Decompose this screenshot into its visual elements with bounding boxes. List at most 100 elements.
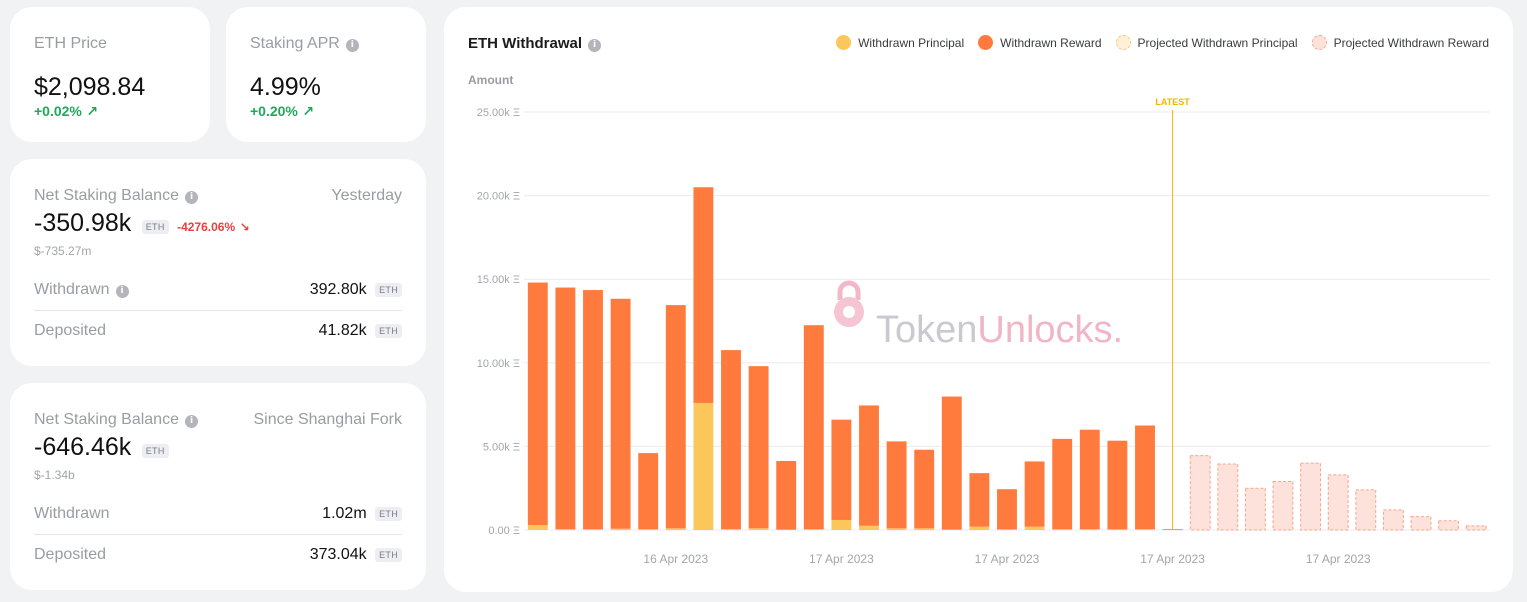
bar-withdrawn-reward[interactable] bbox=[831, 419, 852, 520]
bar-withdrawn-principal[interactable] bbox=[859, 525, 879, 530]
bar-withdrawn-principal[interactable] bbox=[610, 528, 631, 530]
bar-projected-reward[interactable] bbox=[1438, 520, 1460, 531]
bar-withdrawn-reward[interactable] bbox=[1135, 425, 1155, 530]
chart-legend: Withdrawn Principal Withdrawn Reward Pro… bbox=[822, 35, 1489, 50]
bar-projected-reward[interactable] bbox=[1410, 516, 1432, 531]
bar-withdrawn-principal[interactable] bbox=[776, 529, 797, 530]
net-yesterday-usd: $-735.27m bbox=[34, 244, 92, 258]
bar-withdrawn-principal[interactable] bbox=[886, 528, 907, 530]
bar-withdrawn-principal[interactable] bbox=[527, 524, 548, 530]
bar-projected-reward[interactable] bbox=[1355, 489, 1377, 531]
withdrawn-label: Withdrawn bbox=[34, 505, 110, 522]
bar-withdrawn-principal[interactable] bbox=[831, 519, 852, 530]
latest-label: LATEST bbox=[1155, 97, 1190, 107]
bar-withdrawn-reward[interactable] bbox=[1024, 461, 1045, 527]
bar-withdrawn-principal[interactable] bbox=[1052, 529, 1073, 530]
eth-withdrawal-chart-card: ETH Withdrawal i Withdrawn Principal With… bbox=[444, 7, 1513, 592]
net-staking-yesterday-card: Net Staking Balance i Yesterday -350.98k … bbox=[10, 159, 426, 366]
bar-withdrawn-reward[interactable] bbox=[1079, 429, 1100, 530]
eth-price-change-value: +0.02% bbox=[34, 103, 82, 119]
legend-withdrawn-principal[interactable]: Withdrawn Principal bbox=[836, 35, 964, 50]
deposited-label: Deposited bbox=[34, 546, 107, 563]
bar-withdrawn-reward[interactable] bbox=[776, 460, 797, 530]
bar-withdrawn-reward[interactable] bbox=[803, 325, 824, 530]
info-icon[interactable]: i bbox=[115, 285, 129, 298]
info-icon[interactable]: i bbox=[184, 191, 198, 204]
bar-withdrawn-principal[interactable] bbox=[941, 529, 962, 530]
bar-projected-reward[interactable] bbox=[1217, 463, 1239, 531]
bar-withdrawn-reward[interactable] bbox=[941, 396, 962, 530]
bar-withdrawn-reward[interactable] bbox=[969, 473, 990, 527]
y-tick-label: 0.00 Ξ bbox=[488, 525, 520, 537]
row-divider bbox=[34, 534, 402, 535]
bar-projected-reward[interactable] bbox=[1244, 487, 1266, 531]
bar-withdrawn-reward[interactable] bbox=[886, 441, 907, 529]
y-axis-title: Amount bbox=[468, 73, 514, 87]
bar-withdrawn-reward[interactable] bbox=[1052, 438, 1073, 530]
legend-projected-principal[interactable]: Projected Withdrawn Principal bbox=[1115, 35, 1298, 50]
bar-withdrawn-principal[interactable] bbox=[1024, 526, 1045, 530]
bar-projected-reward[interactable] bbox=[1300, 462, 1322, 531]
bar-withdrawn-principal[interactable] bbox=[1135, 529, 1155, 530]
bar-withdrawn-principal[interactable] bbox=[748, 528, 769, 530]
deposited-value: 373.04k bbox=[309, 546, 367, 563]
legend-projected-reward[interactable]: Projected Withdrawn Reward bbox=[1311, 35, 1489, 50]
info-icon[interactable]: i bbox=[345, 39, 359, 52]
staking-apr-change: +0.20% ↗ bbox=[250, 103, 314, 121]
bar-withdrawn-reward[interactable] bbox=[1107, 440, 1128, 530]
x-axis-ticks: 16 Apr 2023 17 Apr 2023 17 Apr 2023 17 Apr … bbox=[643, 552, 1370, 566]
bar-withdrawn-principal[interactable] bbox=[693, 402, 714, 530]
net-shanghai-value-row: -646.46k ETH bbox=[34, 433, 169, 462]
x-tick-label: 17 Apr 2023 bbox=[975, 552, 1040, 566]
bar-withdrawn-principal[interactable] bbox=[997, 529, 1017, 530]
net-yesterday-header: Net Staking Balance i bbox=[34, 187, 198, 205]
bar-projected-reward[interactable] bbox=[1327, 474, 1349, 531]
x-tick-label: 17 Apr 2023 bbox=[1306, 552, 1371, 566]
deposited-value: 41.82k bbox=[318, 322, 367, 339]
bar-withdrawn-principal[interactable] bbox=[555, 529, 576, 530]
bar-withdrawn-principal[interactable] bbox=[969, 526, 990, 530]
bar-withdrawn-principal[interactable] bbox=[583, 529, 603, 530]
info-icon[interactable]: i bbox=[184, 415, 198, 428]
net-yesterday-change: -4276.06% bbox=[177, 220, 236, 234]
bar-withdrawn-reward[interactable] bbox=[638, 453, 659, 530]
legend-withdrawn-reward[interactable]: Withdrawn Reward bbox=[978, 35, 1102, 50]
info-icon[interactable]: i bbox=[588, 39, 602, 52]
bar-withdrawn-principal[interactable] bbox=[665, 528, 686, 530]
x-tick-label: 17 Apr 2023 bbox=[809, 552, 874, 566]
bar-withdrawn-principal[interactable] bbox=[1107, 529, 1128, 530]
bar-projected-reward[interactable] bbox=[1189, 455, 1211, 531]
net-shanghai-deposited-row: Deposited 373.04k ETH bbox=[34, 535, 402, 575]
bar-withdrawn-reward[interactable] bbox=[721, 350, 741, 529]
chart-plot[interactable]: TokenUnlocks. 0.00 Ξ 5.00k Ξ 10.00k Ξ 15.00… bbox=[444, 7, 1513, 592]
staking-apr-label: Staking APR bbox=[250, 35, 340, 52]
staking-apr-value: 4.99% bbox=[250, 73, 321, 101]
bar-withdrawn-principal[interactable] bbox=[721, 528, 741, 530]
bar-withdrawn-reward[interactable] bbox=[527, 282, 548, 525]
bar-withdrawn-principal[interactable] bbox=[803, 529, 824, 530]
net-yesterday-deposited-row: Deposited 41.82k ETH bbox=[34, 311, 402, 351]
arrow-down-right-icon: ↘ bbox=[239, 220, 250, 234]
legend-label: Withdrawn Reward bbox=[1000, 35, 1102, 50]
legend-label: Projected Withdrawn Principal bbox=[1137, 35, 1298, 50]
bar-withdrawn-reward[interactable] bbox=[583, 290, 603, 530]
bar-withdrawn-reward[interactable] bbox=[748, 366, 769, 529]
bar-withdrawn-principal[interactable] bbox=[914, 528, 935, 530]
y-axis-ticks: 0.00 Ξ 5.00k Ξ 10.00k Ξ 15.00k Ξ 20.00k Ξ 25.… bbox=[477, 107, 520, 537]
latest-marker: LATEST bbox=[1155, 97, 1190, 530]
bar-withdrawn-reward[interactable] bbox=[859, 405, 879, 526]
bar-withdrawn-reward[interactable] bbox=[665, 305, 686, 529]
bar-withdrawn-reward[interactable] bbox=[555, 287, 576, 530]
net-shanghai-withdrawn-row: Withdrawn 1.02m ETH bbox=[34, 494, 402, 534]
bar-withdrawn-principal[interactable] bbox=[1079, 529, 1100, 530]
y-tick-label: 15.00k Ξ bbox=[477, 274, 520, 286]
bar-withdrawn-reward[interactable] bbox=[997, 489, 1017, 530]
bar-withdrawn-principal[interactable] bbox=[638, 529, 659, 530]
bar-projected-reward[interactable] bbox=[1382, 509, 1404, 531]
bar-projected-reward[interactable] bbox=[1272, 481, 1294, 531]
legend-label: Withdrawn Principal bbox=[858, 35, 965, 50]
bar-withdrawn-reward[interactable] bbox=[610, 298, 631, 529]
bar-projected-reward[interactable] bbox=[1465, 525, 1487, 531]
bar-withdrawn-reward[interactable] bbox=[914, 449, 935, 529]
bar-withdrawn-reward[interactable] bbox=[693, 187, 714, 403]
